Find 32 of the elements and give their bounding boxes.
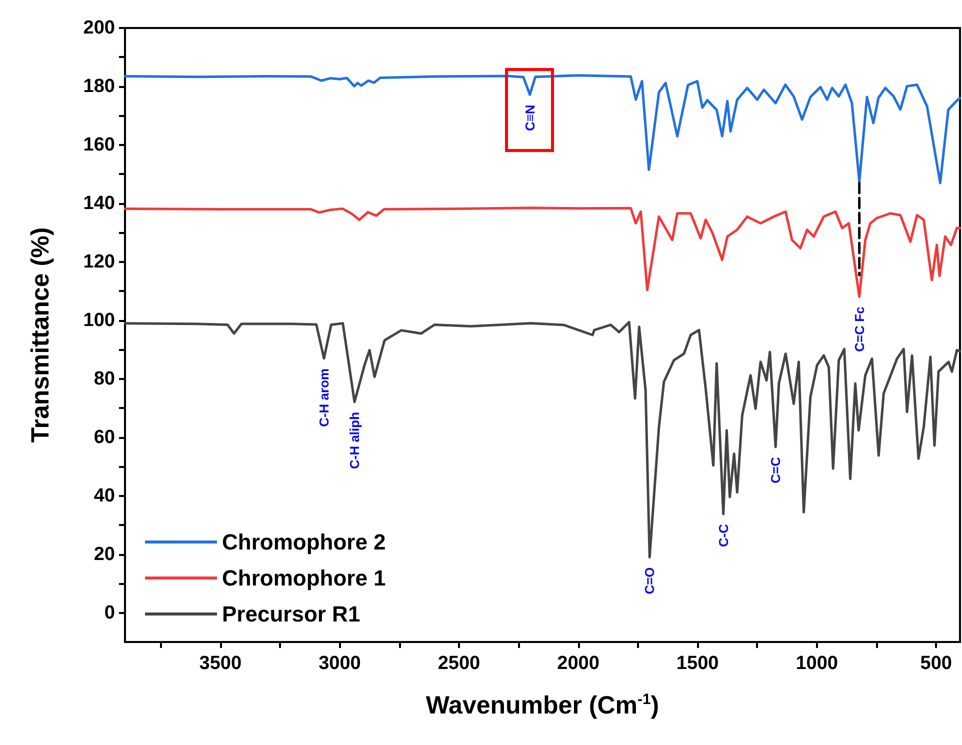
annotation: C-H arom xyxy=(316,368,332,427)
y-tick-label: 40 xyxy=(94,485,115,506)
y-tick-label: 100 xyxy=(83,310,115,331)
annotation: C=C xyxy=(768,456,784,484)
y-tick-label: 0 xyxy=(104,602,115,624)
x-tick-label: 1500 xyxy=(676,653,719,674)
y-tick-label: 20 xyxy=(94,544,115,565)
annotation: C≡N xyxy=(522,104,538,132)
x-tick-label: 1000 xyxy=(796,653,838,674)
y-tick-label: 80 xyxy=(94,368,115,390)
x-tick-label: 2000 xyxy=(557,653,600,674)
annotation: C-C xyxy=(716,523,731,548)
line-series xyxy=(124,74,962,184)
y-tick-label: 140 xyxy=(83,192,115,214)
x-tick-label: 500 xyxy=(920,653,952,674)
x-tick-label: 3500 xyxy=(199,653,242,674)
line-series xyxy=(124,206,962,298)
y-tick-label: 60 xyxy=(94,426,115,448)
y-tick-label: 200 xyxy=(83,18,115,38)
legend-label: Chromophore 2 xyxy=(222,530,386,554)
y-tick-label: 160 xyxy=(83,134,115,156)
annotation: C=O xyxy=(642,567,658,594)
annotation: C=C Fc xyxy=(852,306,867,352)
y-tick-label: 180 xyxy=(83,76,115,97)
legend-label: Precursor R1 xyxy=(222,602,360,626)
y-tick-label: 120 xyxy=(83,251,115,272)
y-axis-title: Transmittance (%) xyxy=(26,227,54,443)
line-series xyxy=(124,320,962,558)
legend-label: Chromophore 1 xyxy=(222,566,386,590)
x-tick-label: 3000 xyxy=(318,653,361,674)
annotation: C-H aliph xyxy=(347,412,362,470)
x-tick-label: 2500 xyxy=(438,653,480,674)
